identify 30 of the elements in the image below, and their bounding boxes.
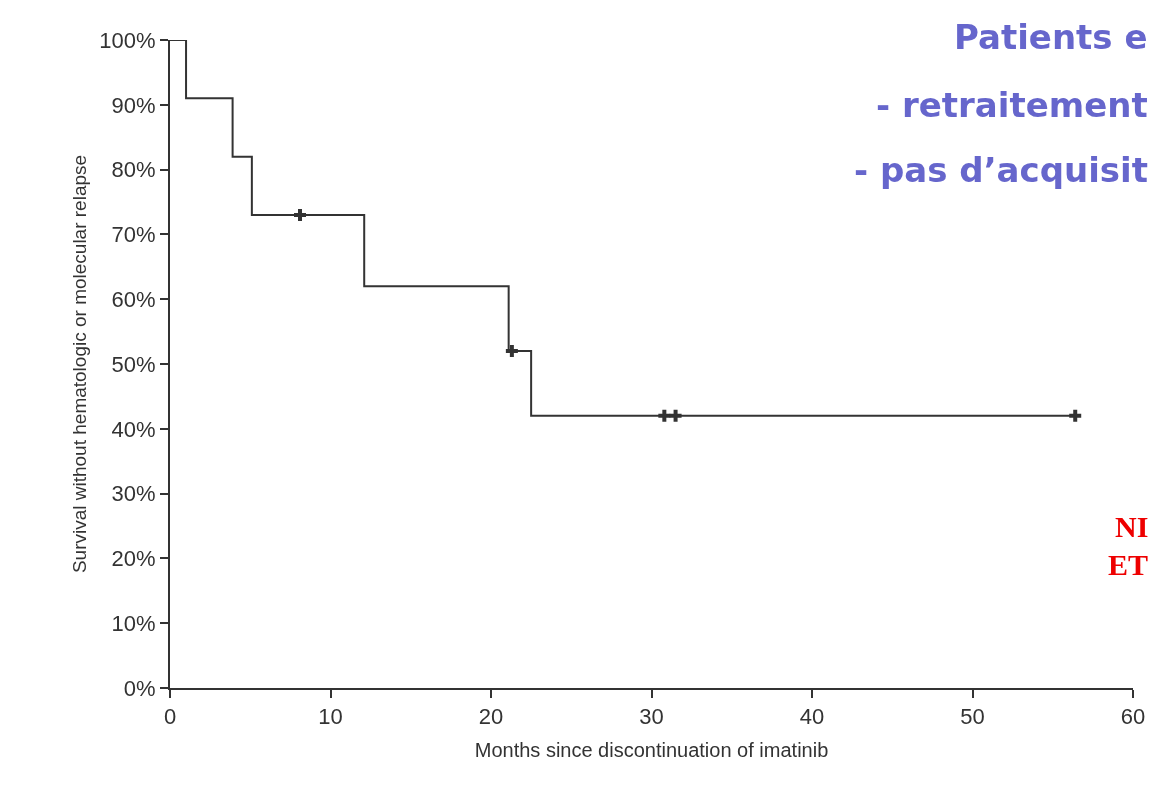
- annotation: - retraitement: [876, 85, 1148, 125]
- annotation: NI: [1115, 510, 1149, 543]
- y-tick-label: 40%: [111, 416, 156, 442]
- x-axis-title: Months since discontinuation of imatinib: [474, 739, 829, 762]
- x-tick-label: 10: [318, 704, 343, 730]
- point: [658, 409, 671, 422]
- y-axis-title: Survival without hematologic or molecular relapse: [68, 154, 90, 574]
- x-tick-label: 50: [960, 704, 985, 730]
- y-tick-label: 70%: [111, 222, 156, 248]
- y-tick-label: 0%: [123, 675, 156, 701]
- y-tick-label: 30%: [111, 481, 156, 507]
- x-tick-label: 60: [1120, 704, 1146, 730]
- annotation: ET: [1108, 548, 1149, 581]
- y-tick-label: 20%: [111, 546, 156, 572]
- point: [1069, 409, 1082, 422]
- point: [669, 409, 682, 422]
- y-tick-label: 60%: [111, 286, 156, 312]
- point: [294, 208, 307, 221]
- y-tick-label: 10%: [111, 610, 156, 636]
- x-tick-label: 40: [799, 704, 825, 730]
- x-tick-label: 0: [163, 704, 177, 730]
- y-tick-label: 90%: [111, 92, 156, 118]
- y-tick-label: 50%: [111, 351, 156, 377]
- point: [505, 345, 518, 358]
- y-tick-label: 100%: [99, 27, 156, 53]
- x-tick-label: 20: [478, 704, 504, 730]
- annotation: Patients e: [954, 17, 1148, 57]
- annotation: - pas d’acquisit: [854, 150, 1148, 190]
- y-tick-label: 80%: [111, 157, 156, 183]
- x-tick-label: 30: [639, 704, 664, 730]
